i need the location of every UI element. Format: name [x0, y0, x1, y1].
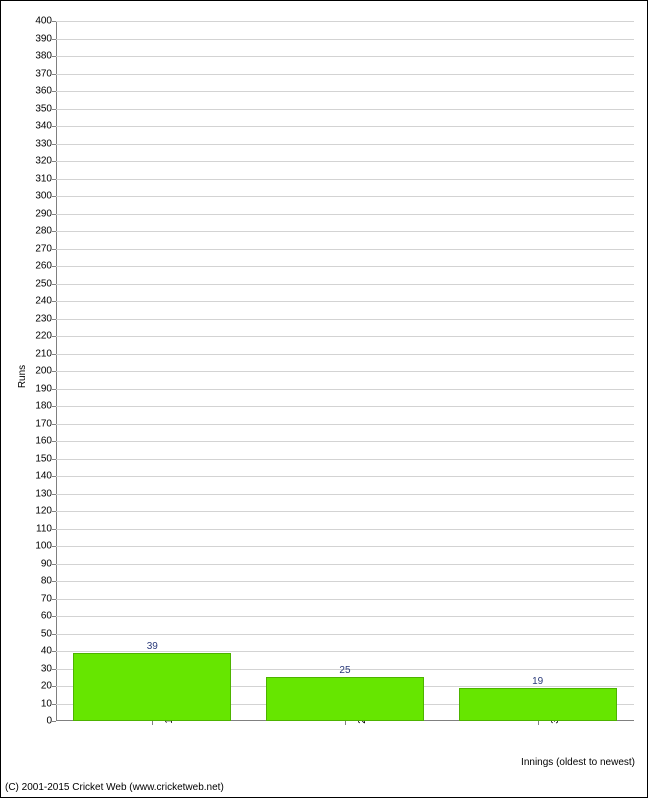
grid-line	[56, 56, 634, 57]
grid-line	[56, 319, 634, 320]
y-tick-label: 130	[35, 488, 56, 499]
grid-line	[56, 266, 634, 267]
grid-line	[56, 39, 634, 40]
grid-line	[56, 441, 634, 442]
y-tick-label: 280	[35, 226, 56, 237]
grid-line	[56, 179, 634, 180]
y-tick-label: 70	[41, 593, 56, 604]
y-tick-label: 140	[35, 471, 56, 482]
grid-line	[56, 581, 634, 582]
bar: 39	[73, 653, 231, 721]
y-tick-label: 120	[35, 506, 56, 517]
y-tick-label: 20	[41, 681, 56, 692]
y-tick-label: 10	[41, 698, 56, 709]
y-tick-label: 60	[41, 611, 56, 622]
grid-line	[56, 144, 634, 145]
grid-line	[56, 564, 634, 565]
grid-line	[56, 634, 634, 635]
y-tick-label: 390	[35, 33, 56, 44]
y-tick-label: 50	[41, 628, 56, 639]
grid-line	[56, 249, 634, 250]
grid-line	[56, 336, 634, 337]
grid-line	[56, 196, 634, 197]
y-tick-label: 160	[35, 436, 56, 447]
y-tick-label: 0	[46, 716, 56, 727]
grid-line	[56, 214, 634, 215]
y-axis-title: Runs	[17, 365, 28, 388]
y-tick-label: 400	[35, 16, 56, 27]
grid-line	[56, 109, 634, 110]
y-tick-label: 190	[35, 383, 56, 394]
y-tick-label: 210	[35, 348, 56, 359]
y-tick-label: 240	[35, 296, 56, 307]
y-tick-label: 330	[35, 138, 56, 149]
bar-value-label: 19	[532, 676, 543, 689]
grid-line	[56, 616, 634, 617]
y-tick-label: 80	[41, 576, 56, 587]
grid-line	[56, 301, 634, 302]
bar-value-label: 39	[147, 641, 158, 654]
y-tick-label: 320	[35, 156, 56, 167]
y-tick-label: 230	[35, 313, 56, 324]
y-tick-label: 380	[35, 51, 56, 62]
grid-line	[56, 91, 634, 92]
y-tick-label: 180	[35, 401, 56, 412]
y-tick-label: 340	[35, 121, 56, 132]
plot-area: 0102030405060708090100110120130140150160…	[56, 21, 634, 721]
grid-line	[56, 231, 634, 232]
grid-line	[56, 511, 634, 512]
y-tick-label: 360	[35, 86, 56, 97]
grid-line	[56, 371, 634, 372]
credit-text: (C) 2001-2015 Cricket Web (www.cricketwe…	[5, 782, 224, 793]
grid-line	[56, 459, 634, 460]
grid-line	[56, 406, 634, 407]
y-tick-label: 310	[35, 173, 56, 184]
y-tick-label: 250	[35, 278, 56, 289]
grid-line	[56, 599, 634, 600]
y-tick-label: 100	[35, 541, 56, 552]
bar-value-label: 25	[339, 665, 350, 678]
grid-line	[56, 389, 634, 390]
grid-line	[56, 284, 634, 285]
y-tick-label: 270	[35, 243, 56, 254]
y-tick-label: 370	[35, 68, 56, 79]
grid-line	[56, 161, 634, 162]
grid-line	[56, 494, 634, 495]
y-tick-label: 290	[35, 208, 56, 219]
y-tick-label: 90	[41, 558, 56, 569]
y-tick-label: 150	[35, 453, 56, 464]
grid-line	[56, 126, 634, 127]
grid-line	[56, 354, 634, 355]
y-tick-label: 260	[35, 261, 56, 272]
y-tick-label: 220	[35, 331, 56, 342]
bar: 19	[459, 688, 617, 721]
y-tick-label: 40	[41, 646, 56, 657]
x-axis-title: Innings (oldest to newest)	[521, 757, 635, 768]
y-tick-label: 350	[35, 103, 56, 114]
chart-frame: 0 10 20 30 40 50 60 70 80 90 100 110 120 130 140 150 160…	[0, 0, 648, 798]
grid-line	[56, 424, 634, 425]
grid-line	[56, 476, 634, 477]
y-tick-label: 110	[36, 523, 56, 534]
grid-line	[56, 74, 634, 75]
y-tick-label: 170	[35, 418, 56, 429]
y-tick-label: 300	[35, 191, 56, 202]
grid-line	[56, 529, 634, 530]
grid-line	[56, 21, 634, 22]
grid-line	[56, 546, 634, 547]
y-tick-label: 30	[41, 663, 56, 674]
y-tick-label: 200	[35, 366, 56, 377]
bar: 25	[266, 677, 424, 721]
